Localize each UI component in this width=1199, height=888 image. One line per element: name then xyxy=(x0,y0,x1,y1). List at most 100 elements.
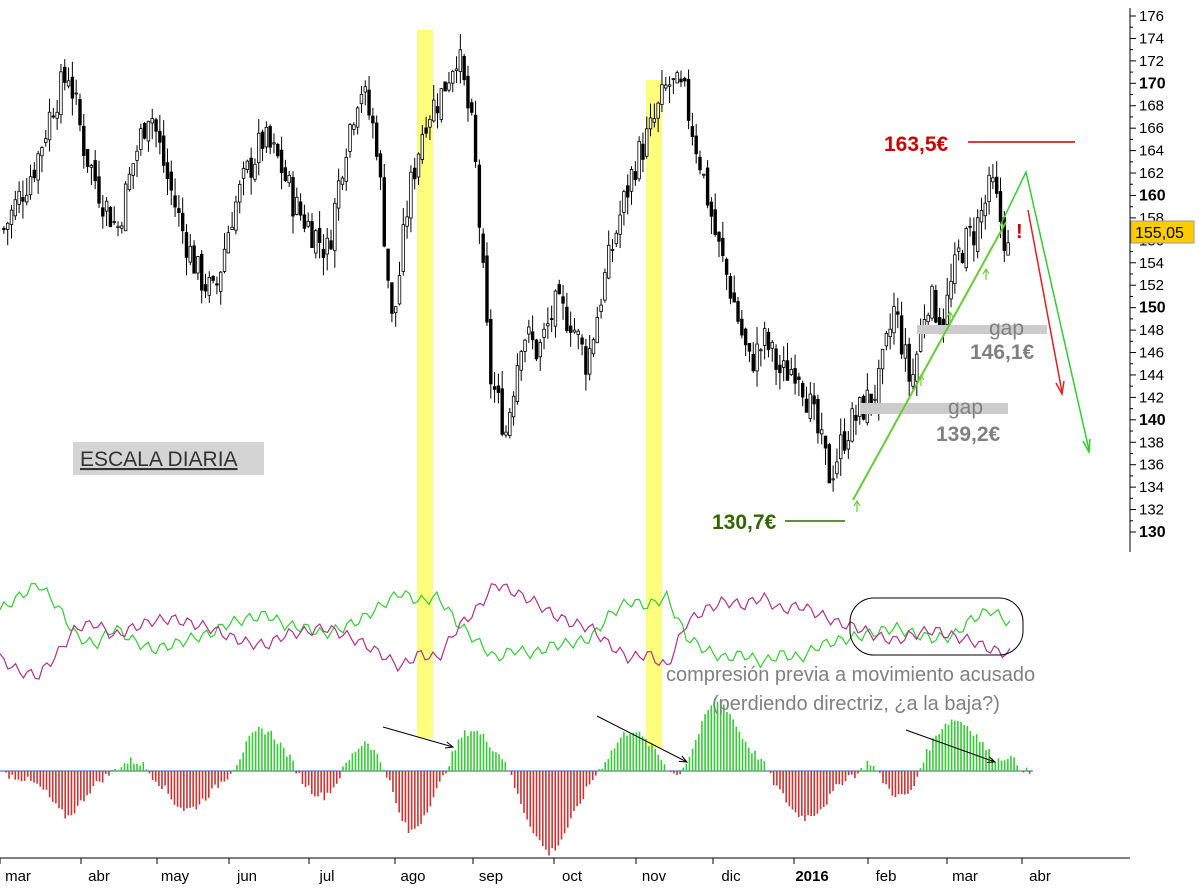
histogram-bar xyxy=(685,764,688,771)
candle-body xyxy=(245,160,250,170)
candle-body xyxy=(911,374,915,387)
candle-body xyxy=(9,209,14,225)
histogram-bar xyxy=(510,771,513,775)
candle-body xyxy=(797,376,801,381)
histogram-bar xyxy=(566,771,569,828)
histogram-bar xyxy=(454,750,457,771)
histogram-bar xyxy=(863,770,866,771)
candle-body xyxy=(371,115,375,124)
histogram-bar xyxy=(198,771,201,805)
candle-body xyxy=(2,227,6,230)
histogram-bar xyxy=(404,771,407,823)
histogram-bar xyxy=(607,759,610,771)
candle-body xyxy=(705,167,710,206)
histogram-bar xyxy=(426,771,429,813)
candle-body xyxy=(527,326,531,335)
candle-body xyxy=(759,349,763,352)
candle-body xyxy=(937,317,942,326)
histogram-bar xyxy=(129,757,132,771)
small-up-arrowhead xyxy=(946,310,954,318)
histogram-bar xyxy=(307,771,310,786)
histogram-bar xyxy=(719,699,722,771)
histogram-bar xyxy=(919,768,922,771)
candle-body xyxy=(241,167,246,179)
high-label: 163,5€ xyxy=(884,133,949,156)
histogram-bar xyxy=(442,771,444,776)
candle-body xyxy=(317,227,322,244)
histogram-bar xyxy=(332,771,335,788)
histogram-bar xyxy=(944,723,947,771)
histogram-bar xyxy=(660,760,663,771)
candle-body xyxy=(675,72,679,84)
price-tick-label: 130 xyxy=(1139,524,1166,541)
price-tick-label: 136 xyxy=(1139,457,1164,474)
candle-body xyxy=(439,88,444,120)
candle-body xyxy=(333,202,337,252)
histogram-bar xyxy=(111,769,113,771)
histogram-bar xyxy=(136,763,138,771)
candle-body xyxy=(466,75,470,109)
histogram-bar xyxy=(591,771,594,780)
candle-body xyxy=(534,339,539,360)
histogram-bar xyxy=(1003,760,1006,771)
histogram-bar xyxy=(950,719,953,771)
histogram-bar xyxy=(14,771,17,780)
month-label: feb xyxy=(876,868,897,885)
histogram-bar xyxy=(186,771,188,809)
histogram-bar xyxy=(11,771,13,775)
histogram-bar xyxy=(176,771,179,807)
histogram-bar xyxy=(682,767,685,771)
candle-body xyxy=(13,199,18,217)
histogram-bar xyxy=(1019,770,1022,771)
candle-body xyxy=(511,395,516,418)
candle-body xyxy=(424,127,428,134)
histogram-bar xyxy=(882,771,884,784)
histogram-bar xyxy=(108,771,110,776)
histogram-bar xyxy=(676,771,678,776)
histogram-bar xyxy=(910,771,912,790)
price-tick-label: 138 xyxy=(1139,434,1164,451)
price-tick-label: 176 xyxy=(1139,8,1164,25)
histogram-bar xyxy=(36,771,38,784)
candle-body xyxy=(89,165,94,168)
candle-body xyxy=(120,225,124,229)
candle-body xyxy=(222,248,227,272)
gap1-label: gap xyxy=(989,317,1024,340)
price-candles xyxy=(2,33,1010,492)
histogram-bar xyxy=(1025,767,1028,771)
histogram-bar xyxy=(957,720,959,771)
histogram-bar xyxy=(385,771,388,778)
histogram-bar xyxy=(270,730,273,771)
histogram-bar xyxy=(58,771,60,809)
histogram-bar xyxy=(925,749,928,771)
histogram-bar xyxy=(829,771,831,794)
candle-body xyxy=(538,342,542,358)
month-label: abr xyxy=(88,868,110,885)
candle-body xyxy=(960,252,965,264)
histogram-bar xyxy=(73,771,76,814)
candle-body xyxy=(568,325,573,333)
histogram-bar xyxy=(61,771,63,810)
candle-body xyxy=(656,102,660,119)
histogram-bar xyxy=(485,741,488,771)
candle-body xyxy=(702,173,706,176)
candle-body xyxy=(70,76,75,99)
projection-green-arrowhead xyxy=(1082,438,1091,455)
histogram-bar xyxy=(23,771,26,781)
candle-body xyxy=(104,200,109,212)
histogram-bar xyxy=(816,771,819,814)
candle-body xyxy=(549,318,554,320)
candle-body xyxy=(298,201,303,216)
histogram-bar xyxy=(629,733,631,771)
histogram-bar xyxy=(357,748,360,771)
histogram-bar xyxy=(20,771,23,782)
price-tick-label: 142 xyxy=(1139,389,1164,406)
histogram-bar xyxy=(963,725,965,771)
candle-body xyxy=(899,315,904,355)
histogram-bar xyxy=(351,753,354,771)
candle-body xyxy=(165,162,170,180)
histogram-bar xyxy=(804,771,806,821)
candle-body xyxy=(32,169,37,179)
histogram-bar xyxy=(548,771,550,856)
histogram-bar xyxy=(698,734,700,771)
